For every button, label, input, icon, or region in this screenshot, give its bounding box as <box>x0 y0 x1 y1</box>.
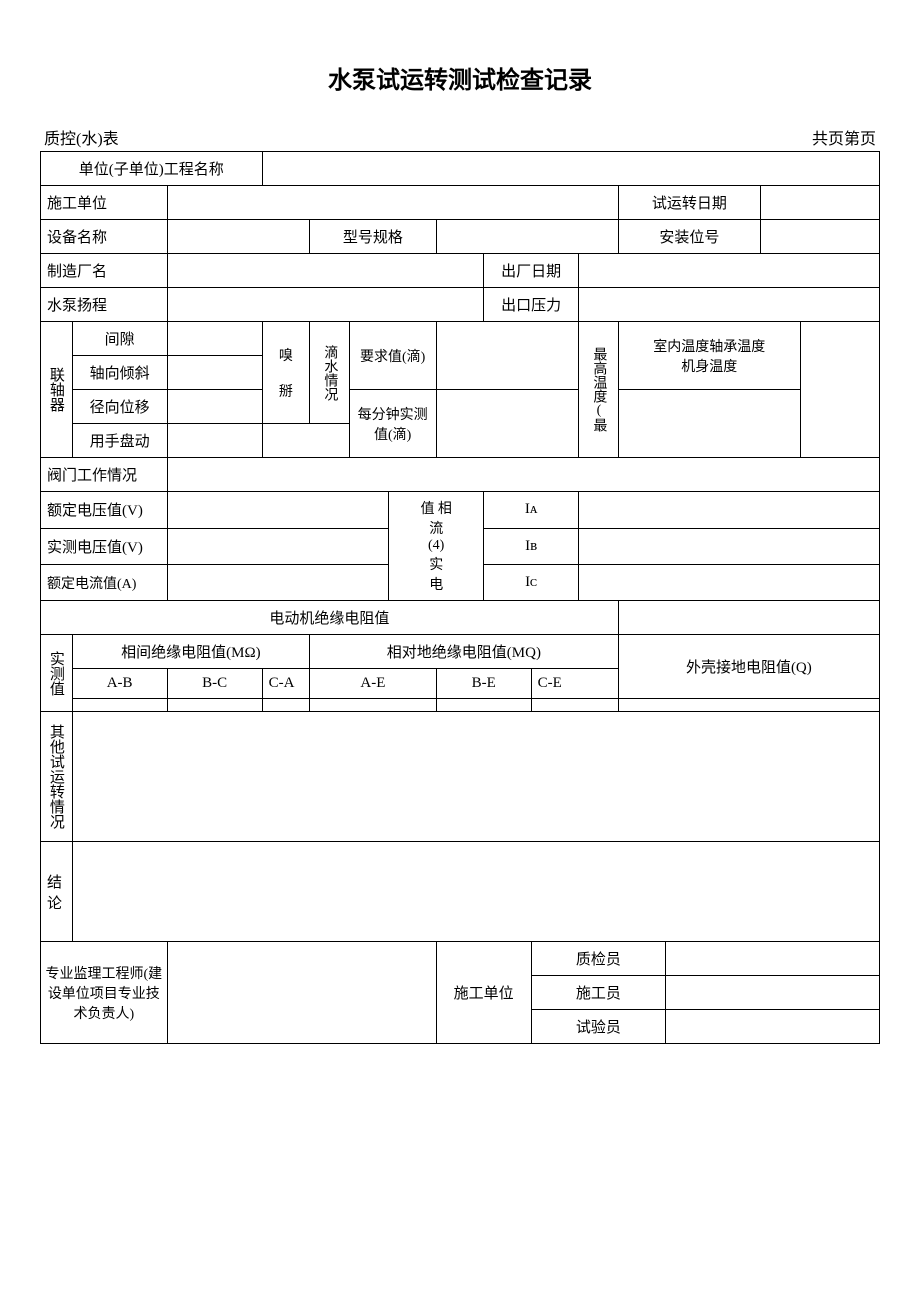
label-ab: A-B <box>72 669 167 699</box>
label-ic: Iᴄ <box>484 565 579 601</box>
label-outlet-pressure: 出口压力 <box>484 288 579 322</box>
value-construction-unit <box>167 186 618 220</box>
value-insulation-title <box>618 601 879 635</box>
value-ab <box>72 699 167 712</box>
value-manufacturer <box>167 254 484 288</box>
value-ce <box>531 699 618 712</box>
value-qc <box>666 942 880 976</box>
value-temp-items <box>618 390 800 458</box>
value-find-defect <box>262 424 349 458</box>
value-rated-voltage <box>167 492 389 529</box>
label-supervisor: 专业监理工程师(建设单位项目专业技术负责人) <box>41 942 168 1044</box>
value-install-pos <box>761 220 880 254</box>
value-be <box>436 699 531 712</box>
label-model-spec: 型号规格 <box>310 220 437 254</box>
value-outlet-pressure <box>579 288 880 322</box>
label-be: B-E <box>436 669 531 699</box>
label-rated-current: 额定电流值(A) <box>41 565 168 601</box>
label-gap: 间隙 <box>72 322 167 356</box>
label-drip: 滴水情况 <box>310 322 350 424</box>
header-row: 质控(水)表 共页第页 <box>40 125 880 149</box>
label-coupling: 联轴器 <box>41 322 73 458</box>
value-ib <box>579 528 880 565</box>
label-valve-status: 阀门工作情况 <box>41 458 168 492</box>
label-max-temp: 最高温度(最 <box>579 322 619 458</box>
label-measured-vals: 实测值 <box>41 635 73 712</box>
label-equipment-name: 设备名称 <box>41 220 168 254</box>
value-constructor <box>666 976 880 1010</box>
value-model-spec <box>436 220 618 254</box>
label-pump-head: 水泵扬程 <box>41 288 168 322</box>
main-table: 单位(子单位)工程名称 施工单位 试运转日期 设备名称 型号规格 安装位号 制造… <box>40 151 880 1044</box>
value-gap <box>167 322 262 356</box>
value-other-trial <box>72 712 879 842</box>
value-measured-drip <box>436 390 578 458</box>
label-ca: C-A <box>262 669 309 699</box>
label-required-drip: 要求值(滴) <box>349 322 436 390</box>
label-phase-insulation: 相间绝缘电阻值(MΩ) <box>72 635 309 669</box>
label-radial-disp: 径向位移 <box>72 390 167 424</box>
label-conclusion: 结论 <box>41 842 73 942</box>
value-ic <box>579 565 880 601</box>
page-title: 水泵试运转测试检查记录 <box>40 60 880 95</box>
label-install-pos: 安装位号 <box>618 220 760 254</box>
label-ia: Iᴀ <box>484 492 579 529</box>
value-hand-turn <box>167 424 262 458</box>
label-tester: 试验员 <box>531 1010 666 1044</box>
value-conclusion <box>72 842 879 942</box>
value-ia <box>579 492 880 529</box>
value-measured-voltage <box>167 528 389 565</box>
header-left: 质控(水)表 <box>44 125 119 149</box>
label-rated-voltage: 额定电压值(V) <box>41 492 168 529</box>
value-bc <box>167 699 262 712</box>
label-ib: Iʙ <box>484 528 579 565</box>
value-radial-disp <box>167 390 262 424</box>
label-bc: B-C <box>167 669 262 699</box>
value-axial-tilt <box>167 356 262 390</box>
value-valve-status <box>167 458 879 492</box>
value-trial-date <box>761 186 880 220</box>
value-tester <box>666 1010 880 1044</box>
label-trial-date: 试运转日期 <box>618 186 760 220</box>
label-current-measured: 值 相 流 (4) 实 电 <box>389 492 484 601</box>
label-axial-tilt: 轴向倾斜 <box>72 356 167 390</box>
value-required-drip <box>436 322 578 390</box>
label-ground-insulation: 相对地绝缘电阻值(MQ) <box>310 635 619 669</box>
value-factory-date <box>579 254 880 288</box>
label-hand-turn: 用手盘动 <box>72 424 167 458</box>
label-factory-date: 出厂日期 <box>484 254 579 288</box>
label-find-defect: 嗅 掰 <box>262 322 309 424</box>
label-other-trial: 其他试运转情况 <box>41 712 73 842</box>
header-right: 共页第页 <box>812 125 876 149</box>
value-temp <box>800 322 879 458</box>
label-unit-project: 单位(子单位)工程名称 <box>41 152 263 186</box>
value-pump-head <box>167 288 484 322</box>
label-temp-items: 室内温度轴承温度 机身温度 <box>618 322 800 390</box>
value-ae <box>310 699 437 712</box>
label-construction-side: 施工单位 <box>436 942 531 1044</box>
label-ce: C-E <box>531 669 618 699</box>
label-constructor: 施工员 <box>531 976 666 1010</box>
label-insulation-title: 电动机绝缘电阻值 <box>41 601 619 635</box>
value-rated-current <box>167 565 389 601</box>
value-supervisor <box>167 942 436 1044</box>
label-measured-drip: 每分钟实测值(滴) <box>349 390 436 458</box>
label-ae: A-E <box>310 669 437 699</box>
label-shell-ground: 外壳接地电阻值(Q) <box>618 635 879 699</box>
value-equipment-name <box>167 220 309 254</box>
label-manufacturer: 制造厂名 <box>41 254 168 288</box>
label-qc: 质检员 <box>531 942 666 976</box>
value-shell-ground <box>618 699 879 712</box>
label-construction-unit: 施工单位 <box>41 186 168 220</box>
value-unit-project <box>262 152 879 186</box>
value-ca <box>262 699 309 712</box>
label-measured-voltage: 实测电压值(V) <box>41 528 168 565</box>
